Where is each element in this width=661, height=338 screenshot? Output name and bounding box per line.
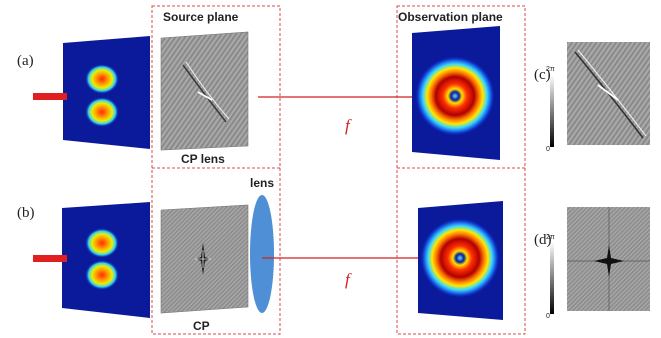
input-beam-a (63, 36, 150, 149)
panel-label-b: (b) (17, 205, 35, 221)
lens-shape (250, 195, 274, 313)
phase-map-c (567, 42, 650, 145)
colorbar-d-top-label: 2π (546, 234, 555, 241)
colorbar-c-bottom-label: 0 (546, 146, 550, 153)
input-beam-b (62, 202, 150, 318)
cp-lens-plate (160, 31, 249, 151)
panel-label-d: (d) (534, 232, 552, 248)
observation-plane-frame (396, 5, 526, 335)
cp-plate (160, 204, 249, 314)
source-plane-frame (151, 5, 281, 335)
panel-label-a: (a) (17, 53, 34, 69)
phase-map-d (567, 207, 650, 311)
cp-lens-label: CP lens (181, 152, 225, 166)
colorbar-c (550, 75, 554, 147)
output-donut-a (412, 26, 500, 160)
source-plane-title: Source plane (163, 10, 239, 24)
output-donut-b (418, 201, 503, 320)
colorbar-d (550, 242, 554, 314)
arrow-b (33, 255, 67, 262)
observation-plane-title: Observation plane (398, 10, 503, 24)
colorbar-c-top-label: 2π (546, 66, 555, 73)
cp-label: CP (193, 319, 210, 333)
colorbar-d-bottom-label: 0 (546, 313, 550, 320)
lens-label: lens (250, 176, 275, 190)
panel-label-c: (c) (534, 67, 551, 83)
arrow-a (33, 93, 67, 100)
focal-length-label-b: f (345, 270, 350, 289)
focal-length-label-a: f (345, 116, 350, 135)
